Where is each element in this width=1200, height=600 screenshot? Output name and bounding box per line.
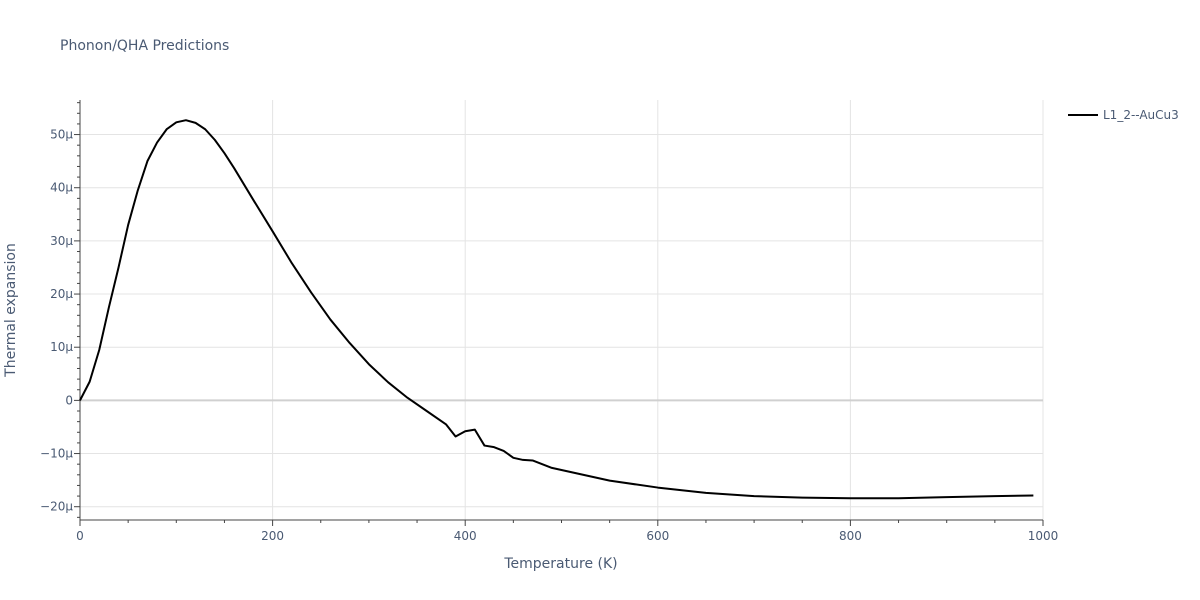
x-axis-label: Temperature (K) [503, 556, 617, 572]
y-tick-label: 30µ [50, 234, 73, 248]
x-tick-label: 200 [261, 529, 284, 543]
y-tick-label: 10µ [50, 340, 73, 354]
legend-label[interactable]: L1_2--AuCu3 [1103, 108, 1179, 122]
y-tick-label: 40µ [50, 181, 73, 195]
chart-title: Phonon/QHA Predictions [60, 38, 229, 54]
legend[interactable]: L1_2--AuCu3 [1068, 108, 1179, 122]
x-tick-label: 0 [76, 529, 84, 543]
y-tick-label: −10µ [40, 447, 73, 461]
tick-labels: 0 200 400 600 800 1000 −20µ −10µ 0 10µ 20µ 30µ 40µ 50… [40, 128, 1058, 543]
series-line [79, 119, 1034, 500]
x-tick-label: 600 [646, 529, 669, 543]
y-axis-label: Thermal expansion [3, 243, 19, 378]
grid [80, 100, 1044, 520]
x-tick-label: 800 [839, 529, 862, 543]
series-group [79, 119, 1034, 500]
y-tick-label: 20µ [50, 287, 73, 301]
axes [74, 100, 1044, 526]
y-tick-label: −20µ [40, 500, 73, 514]
y-tick-label: 50µ [50, 128, 73, 142]
y-tick-label: 0 [65, 393, 73, 407]
x-tick-label: 400 [454, 529, 477, 543]
x-tick-label: 1000 [1028, 529, 1059, 543]
